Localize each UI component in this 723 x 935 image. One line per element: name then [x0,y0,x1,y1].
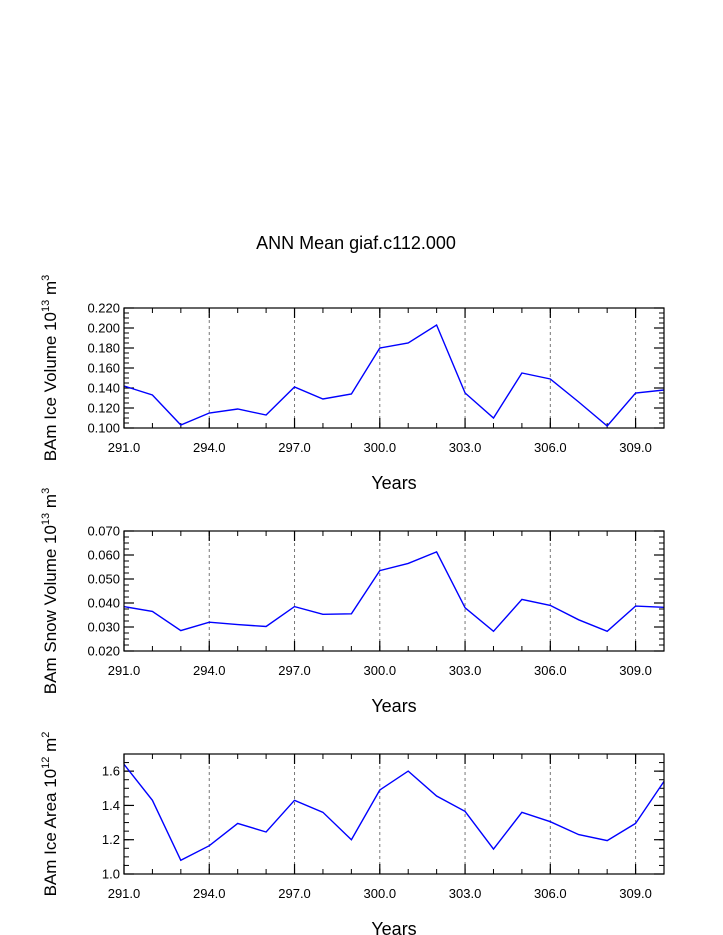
y-tick-label: 0.020 [87,644,120,659]
x-tick-label: 300.0 [364,663,397,678]
y-tick-label: 0.070 [87,524,120,539]
x-tick-label: 291.0 [108,440,141,455]
y-tick-label: 0.100 [87,421,120,436]
y-tick-label: 0.160 [87,361,120,376]
x-axis-label: Years [371,473,416,493]
x-tick-label: 291.0 [108,663,141,678]
series-line [123,323,665,427]
x-tick-label: 303.0 [449,886,482,901]
x-tick-label: 294.0 [193,886,226,901]
y-tick-label: 0.060 [87,548,120,563]
y-tick-label: 0.030 [87,620,120,635]
y-tick-label: 0.040 [87,596,120,611]
plot-frame [123,530,665,652]
x-tick-label: 297.0 [278,663,311,678]
x-tick-label: 306.0 [534,663,567,678]
y-tick-label: 1.2 [102,832,120,847]
y-axis-label: BAm Snow Volume 1013 m3 [40,488,60,694]
y-tick-label: 0.220 [87,301,120,316]
y-tick-label: 0.140 [87,381,120,396]
y-axis-label: BAm Ice Area 1012 m2 [40,732,60,897]
y-tick-label: 1.6 [102,764,120,779]
chart-panel-3: 291.0 294.0 297.0 300.0 303.0 306.0 309.0 1.0 1.… [40,732,665,935]
x-tick-label: 303.0 [449,663,482,678]
y-tick-label: 1.0 [102,867,120,882]
y-axis-label: BAm Ice Volume 1013 m3 [40,275,60,462]
x-tick-label: 300.0 [364,440,397,455]
x-tick-label: 306.0 [534,440,567,455]
plot-frame [123,307,665,429]
series-line [123,551,665,633]
x-tick-label: 306.0 [534,886,567,901]
y-tick-label: 0.050 [87,572,120,587]
x-tick-label: 309.0 [619,663,652,678]
x-tick-label: 303.0 [449,440,482,455]
x-axis-label: Years [371,919,416,935]
x-tick-label: 291.0 [108,886,141,901]
x-tick-label: 297.0 [278,440,311,455]
y-tick-label: 0.200 [87,321,120,336]
chart-panel-2: 291.0 294.0 297.0 300.0 303.0 306.0 309.0 0.020… [40,488,665,716]
x-tick-label: 309.0 [619,886,652,901]
x-axis-label: Years [371,696,416,716]
x-tick-label: 300.0 [364,886,397,901]
y-tick-label: 0.120 [87,401,120,416]
y-tick-label: 1.4 [102,798,120,813]
x-tick-label: 309.0 [619,440,652,455]
y-tick-label: 0.180 [87,341,120,356]
chart-panel-1: 291.0 294.0 297.0 300.0 303.0 306.0 309.0 0.100… [40,275,665,493]
plot-frame [123,753,665,875]
figure-title: ANN Mean giaf.c112.000 [256,233,456,253]
x-tick-label: 294.0 [193,440,226,455]
x-tick-label: 297.0 [278,886,311,901]
x-tick-label: 294.0 [193,663,226,678]
series-line [123,763,665,862]
